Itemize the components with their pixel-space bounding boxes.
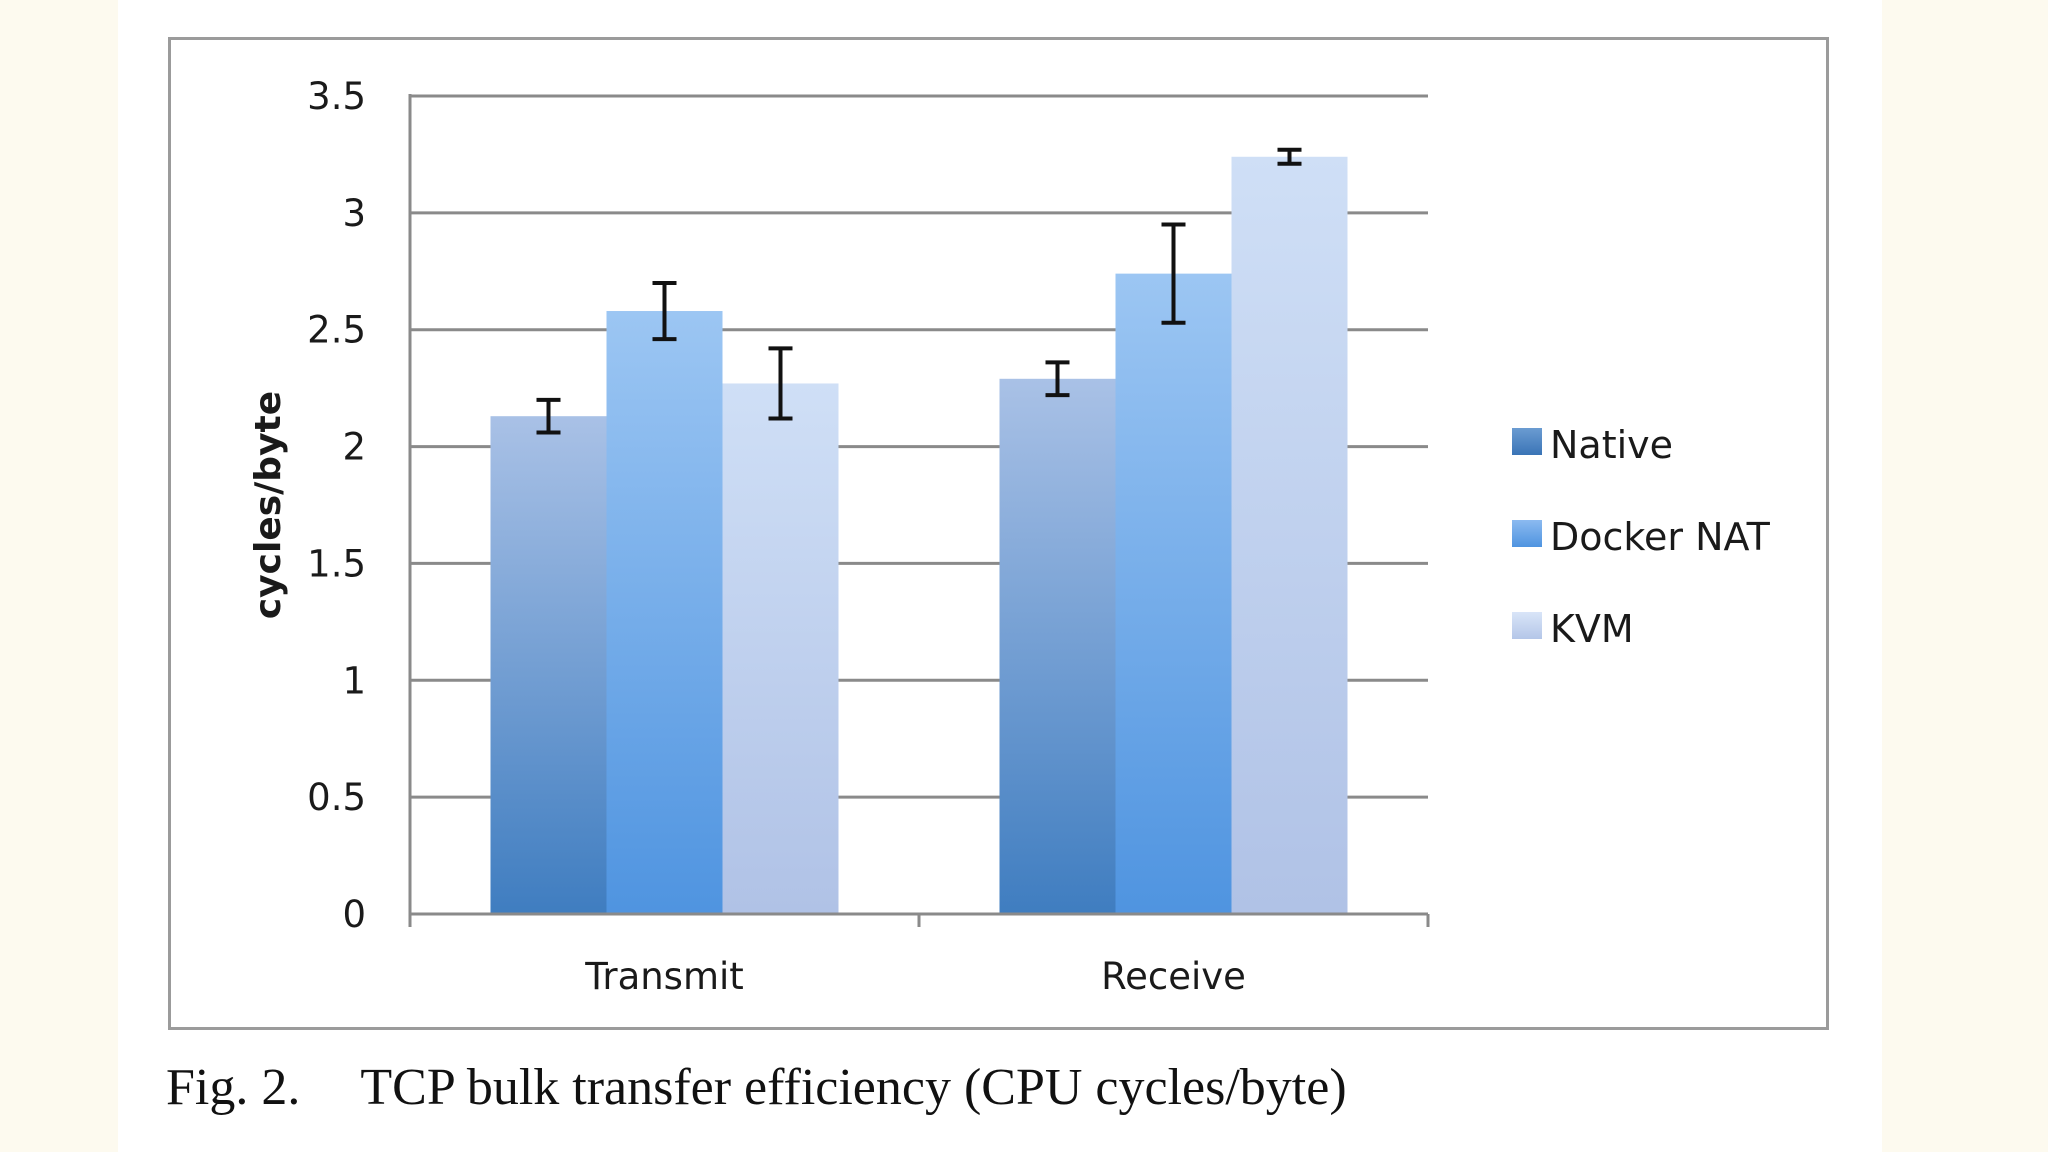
bar-docker-nat-transmit [606,311,723,914]
legend-label: Docker NAT [1550,515,1771,559]
legend-item: KVM [1512,607,1634,651]
legend-swatch [1512,612,1542,639]
bar-docker-nat-receive [1115,273,1232,914]
bar-native-receive [999,378,1116,914]
legend-label: KVM [1550,607,1634,651]
bar-native-transmit [490,416,607,914]
y-tick-label: 3.5 [307,75,366,118]
y-tick-labels: 0 0.5 1 1.5 2 2.5 3 3.5 [307,75,366,936]
y-tick-label: 2 [342,426,366,469]
y-tick-label: 2.5 [307,309,366,352]
legend: Native Docker NAT KVM [1512,423,1771,651]
legend-swatch [1512,520,1542,547]
x-category-label: Transmit [584,955,744,998]
caption-text: TCP bulk transfer efficiency (CPU cycles… [360,1059,1347,1116]
legend-item: Docker NAT [1512,515,1771,559]
y-tick-label: 3 [342,192,366,235]
y-tick-label: 0.5 [307,776,366,819]
error-bar [1161,222,1186,325]
bar-kvm-receive [1231,156,1348,914]
y-tick-label: 0 [342,893,366,936]
legend-label: Native [1550,423,1673,467]
y-tick-label: 1.5 [307,542,366,585]
x-category-labels: Transmit Receive [584,955,1246,998]
error-bar [536,397,561,435]
y-tick-label: 1 [342,659,366,702]
x-category-label: Receive [1101,955,1246,998]
chart-frame [168,37,1829,1030]
bar-kvm-transmit [722,383,839,914]
bars [490,156,1348,914]
error-bar [768,346,793,421]
y-axis-label: cycles/byte [248,391,289,619]
figure-caption: Fig. 2. TCP bulk transfer efficiency (CPU… [166,1058,1866,1117]
legend-item: Native [1512,423,1673,467]
axes [408,94,1430,927]
error-bar [1045,360,1070,398]
legend-swatch [1512,428,1542,455]
error-bar [1277,147,1302,166]
caption-label: Fig. 2. [166,1059,301,1116]
error-bar [652,280,677,342]
error-bars [536,147,1302,435]
